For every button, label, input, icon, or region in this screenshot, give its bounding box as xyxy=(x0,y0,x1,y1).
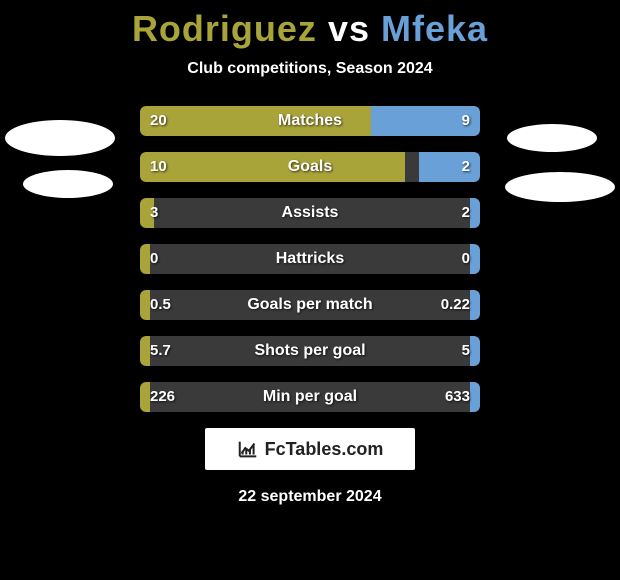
stat-value-right: 633 xyxy=(445,382,470,412)
stat-label: Matches xyxy=(140,106,480,136)
stat-row: 5.7Shots per goal5 xyxy=(140,336,480,366)
stat-row: 0Hattricks0 xyxy=(140,244,480,274)
player2-name: Mfeka xyxy=(381,8,488,49)
chart-icon xyxy=(237,438,259,460)
player1-name: Rodriguez xyxy=(132,8,317,49)
comparison-title: Rodriguez vs Mfeka xyxy=(0,0,620,50)
stat-row: 226Min per goal633 xyxy=(140,382,480,412)
stats-chart: 20Matches910Goals23Assists20Hattricks00.… xyxy=(140,106,480,412)
stat-label: Hattricks xyxy=(140,244,480,274)
stat-row: 20Matches9 xyxy=(140,106,480,136)
branding-badge: FcTables.com xyxy=(205,428,415,470)
vs-text: vs xyxy=(328,8,370,49)
stat-value-right: 0 xyxy=(462,244,470,274)
stat-label: Shots per goal xyxy=(140,336,480,366)
stat-label: Assists xyxy=(140,198,480,228)
stat-row: 10Goals2 xyxy=(140,152,480,182)
subtitle: Club competitions, Season 2024 xyxy=(0,60,620,78)
stat-value-right: 5 xyxy=(462,336,470,366)
stat-label: Min per goal xyxy=(140,382,480,412)
date-text: 22 september 2024 xyxy=(0,488,620,506)
stat-label: Goals xyxy=(140,152,480,182)
stat-row: 0.5Goals per match0.22 xyxy=(140,290,480,320)
stat-value-right: 2 xyxy=(462,198,470,228)
stat-row: 3Assists2 xyxy=(140,198,480,228)
stat-label: Goals per match xyxy=(140,290,480,320)
stat-value-right: 0.22 xyxy=(441,290,470,320)
branding-text: FcTables.com xyxy=(265,439,384,460)
stat-value-right: 2 xyxy=(462,152,470,182)
stat-value-right: 9 xyxy=(462,106,470,136)
